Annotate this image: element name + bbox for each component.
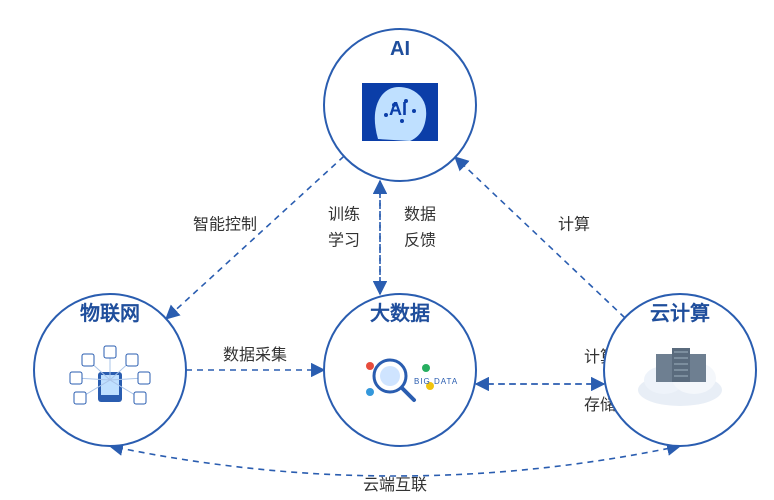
edge-label: 数据采集 <box>223 346 287 364</box>
node-label: 大数据 <box>370 301 430 325</box>
svg-text:AI: AI <box>389 99 407 119</box>
edge-label: 计算 <box>558 215 590 234</box>
concept-diagram: 智能控制训练学习数据反馈计算数据采集计算存储云端互联AIAI物联网大数据BIG … <box>0 0 774 500</box>
node-label: AI <box>390 38 410 60</box>
edge-label: 学习 <box>328 232 360 250</box>
edge-label: 数据 <box>404 206 436 224</box>
ai-icon: AI <box>362 83 438 141</box>
edge-label: 训练 <box>328 206 360 224</box>
svg-text:BIG DATA: BIG DATA <box>414 377 458 386</box>
node-ai: AI AI <box>324 29 476 181</box>
edge-ai-iot <box>166 156 344 318</box>
iot-icon <box>70 346 150 404</box>
edge-label: 智能控制 <box>193 216 257 234</box>
node-label: 物联网 <box>80 301 140 325</box>
node-cloud: 云计算 <box>604 294 756 446</box>
edge-cloud-iot <box>110 446 680 476</box>
nodes-layer: AI AI 物联网 大数据 BIG DATA 云计算 <box>34 29 756 446</box>
node-bigdata: 大数据 BIG DATA <box>324 294 476 446</box>
edge-label: 云端互联 <box>363 476 427 494</box>
node-label: 云计算 <box>650 301 710 325</box>
edge-label: 反馈 <box>404 232 436 250</box>
edge-cloud-ai <box>455 157 625 318</box>
node-iot: 物联网 <box>34 294 186 446</box>
